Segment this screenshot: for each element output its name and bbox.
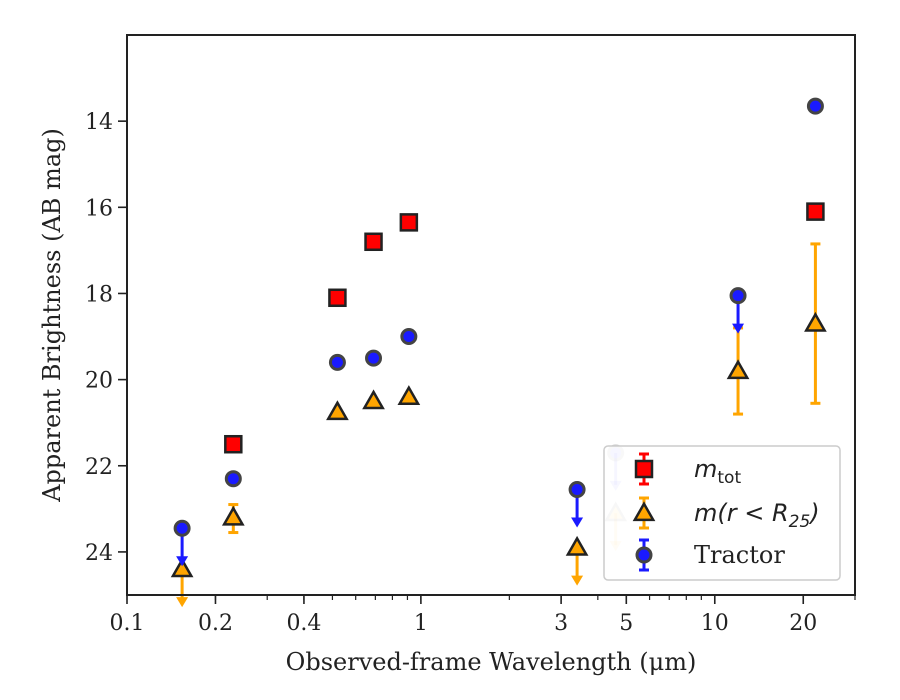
series-mtot (224, 202, 825, 454)
triangle-marker (326, 400, 349, 421)
triangle-marker (804, 311, 827, 332)
circle-marker (224, 470, 242, 488)
y-tick-label: 18 (85, 282, 113, 307)
y-tick-label: 16 (85, 196, 113, 221)
triangle-marker (397, 385, 421, 405)
plot-frame (126, 34, 856, 596)
y-tick-label: 20 (85, 369, 113, 394)
circle-marker (729, 287, 747, 305)
triangle-marker (632, 501, 656, 522)
upper-limit-arrowhead (571, 517, 584, 528)
upper-limit-arrowhead (176, 556, 189, 567)
y-tick-label: 14 (85, 110, 113, 135)
x-tick-label: 10 (701, 611, 729, 636)
circle-marker (328, 353, 346, 371)
triangle-marker (565, 535, 589, 556)
circle-marker (568, 480, 586, 498)
x-tick-label: 0.4 (286, 611, 321, 636)
legend-entry: m(r < R25) (632, 496, 820, 532)
y-tick-label: 24 (85, 541, 113, 566)
upper-limit-arrowhead (176, 597, 189, 608)
y-axis-label: Apparent Brightness (AB mag) (38, 128, 66, 503)
triangle-marker (362, 389, 385, 410)
upper-limit-arrowhead (732, 323, 745, 334)
legend-label: Tractor (694, 541, 785, 569)
axis-ticks: 0.1 0.2 0.4 1 3 5 10 20 14 16 18 20 22 24 (85, 110, 856, 636)
legend-entry: Tractor (635, 538, 785, 572)
circle-marker (400, 328, 418, 346)
square-marker (224, 434, 243, 454)
x-tick-label: 0.1 (110, 611, 145, 636)
square-marker (364, 232, 383, 252)
x-axis-label: Observed-frame Wavelength (μm) (286, 648, 697, 676)
square-marker (328, 288, 347, 308)
circle-marker (635, 546, 653, 564)
x-tick-label: 20 (789, 611, 817, 636)
x-tick-label: 3 (554, 611, 568, 636)
x-tick-label: 5 (619, 611, 633, 636)
legend-entry: mtot (634, 452, 741, 488)
circle-marker (806, 97, 824, 115)
y-tick-label: 22 (85, 455, 113, 480)
circle-marker (173, 519, 191, 537)
x-tick-label: 0.2 (198, 611, 233, 636)
upper-limit-arrowhead (571, 575, 584, 586)
legend-box (603, 445, 841, 581)
triangle-marker (726, 359, 750, 380)
legend-label: mtot (694, 455, 741, 488)
circle-marker (365, 349, 383, 367)
triangle-marker (170, 557, 194, 578)
square-marker (399, 213, 419, 232)
square-marker (634, 459, 654, 479)
legend: mtot m(r < R25) Tractor (603, 445, 841, 581)
x-tick-label: 1 (414, 611, 428, 636)
triangle-marker (221, 505, 245, 526)
square-marker (806, 202, 825, 221)
legend-label: m(r < R25) (694, 499, 820, 532)
